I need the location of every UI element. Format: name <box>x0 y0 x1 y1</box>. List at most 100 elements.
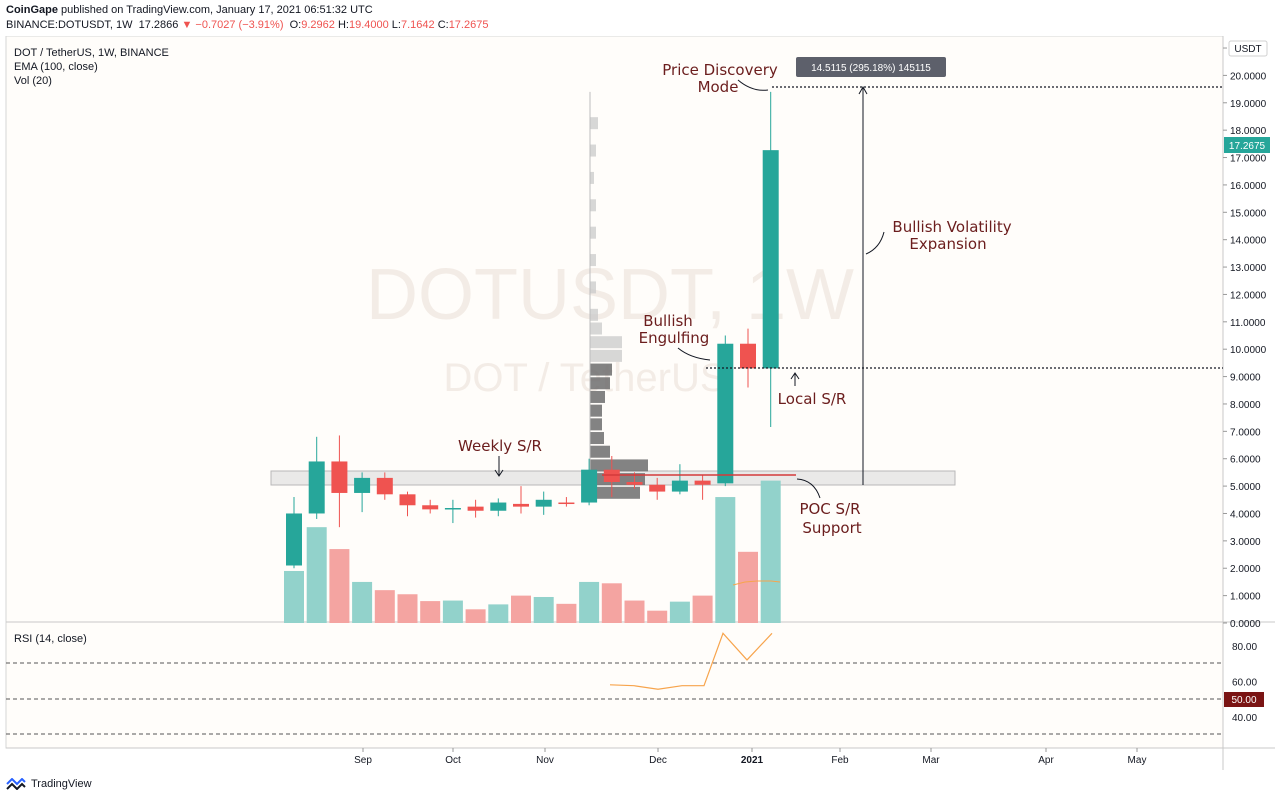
price-tick-label: 3.0000 <box>1230 537 1261 548</box>
candle-body <box>354 477 371 493</box>
ohlc-line: BINANCE:DOTUSDT, 1W 17.2866 ▼ −0.7027 (−… <box>6 19 488 31</box>
volume-bar <box>352 581 373 623</box>
rsi-line <box>609 632 773 690</box>
rsi-tick-label: 80.00 <box>1232 642 1257 653</box>
measure-label: 14.5115 (295.18%) 145115 <box>796 57 946 77</box>
volume-bar <box>284 570 304 623</box>
volume-bar <box>329 549 350 623</box>
plot-area <box>5 36 1224 749</box>
time-tick-label: Mar <box>922 755 940 766</box>
time-tick-label: May <box>1128 755 1147 766</box>
profile-bar <box>590 322 602 335</box>
tradingview-logo[interactable]: TradingView <box>6 778 92 790</box>
ann-bullish-vol-2: Expansion <box>909 235 986 253</box>
candle-body <box>671 480 688 492</box>
profile-bar <box>590 144 596 157</box>
last-price: 17.2866 <box>138 19 179 31</box>
chart-canvas[interactable]: DOTUSDT, 1W DOT / TetherUS DOT / TetherU… <box>0 36 1280 770</box>
last-price-label: 17.2675 <box>1229 141 1266 152</box>
price-tick-label: 18.0000 <box>1230 126 1267 137</box>
candle-body <box>490 502 507 511</box>
price-tick-label: 10.0000 <box>1230 345 1267 356</box>
price-tick-label: 0.0000 <box>1230 619 1261 630</box>
time-tick-label: Nov <box>536 755 554 766</box>
profile-bar <box>590 390 605 403</box>
profile-bar <box>590 226 596 239</box>
open-label: O: <box>289 19 302 31</box>
candle-body <box>558 502 575 505</box>
volume-bar <box>715 497 736 623</box>
open-value: 9.2962 <box>301 19 335 31</box>
price-tick-label: 4.0000 <box>1230 509 1261 520</box>
publisher-name: CoinGape <box>6 4 58 16</box>
watermark-symbol: DOTUSDT, 1W <box>366 255 854 335</box>
volume-bar <box>306 527 327 623</box>
volume-bar <box>692 595 713 623</box>
price-change: ▼ −0.7027 (−3.91%) <box>181 19 284 31</box>
low-value: 7.1642 <box>400 19 435 31</box>
time-tick-label: Apr <box>1038 755 1054 766</box>
volume-bar <box>533 596 554 623</box>
price-tick-label: 1.0000 <box>1230 592 1261 603</box>
price-tick-label: 20.0000 <box>1230 71 1267 82</box>
volume-bar <box>647 610 668 623</box>
price-tick-label: 11.0000 <box>1230 318 1266 329</box>
currency-badge: USDT <box>1228 40 1268 57</box>
low-label: L: <box>391 19 401 31</box>
price-axis[interactable]: 21.000020.000019.000018.000017.000016.00… <box>1223 44 1267 630</box>
candle-body <box>649 484 666 492</box>
profile-bar <box>590 445 610 458</box>
published-text: published on TradingView.com, January 17… <box>61 4 373 16</box>
rsi-tick-label: 60.00 <box>1232 677 1257 688</box>
candle-body <box>467 506 484 511</box>
profile-bar <box>590 336 622 349</box>
profile-bar <box>590 486 640 499</box>
time-axis[interactable]: Sep Oct Nov Dec 2021 Feb Mar Apr May <box>354 748 1146 766</box>
measure-arrow-icon <box>858 85 868 95</box>
candle-body <box>717 343 734 484</box>
ann-price-discovery-2: Mode <box>698 78 739 96</box>
arrow-bullish-vol-icon <box>865 231 885 255</box>
tradingview-brand: TradingView <box>31 778 92 790</box>
profile-bar <box>590 171 594 184</box>
candle-body <box>308 461 325 514</box>
volume-bar <box>738 551 758 623</box>
measure-text: 14.5115 (295.18%) 145115 <box>811 63 931 74</box>
volume-bar <box>420 601 441 623</box>
price-tick-label: 7.0000 <box>1230 427 1261 438</box>
rsi-axis[interactable]: 80.00 60.00 40.00 <box>1232 642 1257 724</box>
price-tick-label: 15.0000 <box>1230 208 1267 219</box>
price-tick-label: 14.0000 <box>1230 236 1267 247</box>
time-tick-label: 2021 <box>741 755 764 766</box>
profile-bar <box>590 281 596 294</box>
volume-bars <box>284 480 781 623</box>
volume-bar <box>760 480 781 623</box>
price-tick-label: 9.0000 <box>1230 373 1261 384</box>
profile-bar <box>590 404 602 417</box>
symbol-label: BINANCE:DOTUSDT, 1W <box>6 19 133 31</box>
ann-local-sr: Local S/R <box>778 390 847 408</box>
price-tick-label: 5.0000 <box>1230 482 1261 493</box>
legend-rsi: RSI (14, close) <box>14 633 87 645</box>
candle-body <box>422 505 439 510</box>
ann-bullish-vol-1: Bullish Volatility <box>892 218 1011 236</box>
profile-bar <box>590 199 596 212</box>
volume-bar <box>511 595 531 623</box>
rsi-tick-label: 40.00 <box>1232 713 1257 724</box>
legend-vol: Vol (20) <box>14 75 52 87</box>
candle-body <box>513 503 529 507</box>
profile-bar <box>590 418 602 431</box>
close-value: 17.2675 <box>448 19 489 31</box>
candle-body <box>762 150 779 369</box>
volume-profile <box>589 91 648 500</box>
candle-body <box>331 461 348 493</box>
publisher-line: CoinGape published on TradingView.com, J… <box>6 4 373 16</box>
ann-poc-1: POC S/R <box>799 500 860 518</box>
volume-bar <box>669 601 690 623</box>
candle-body <box>535 499 552 507</box>
volume-bar <box>465 609 486 623</box>
volume-bar <box>624 600 645 623</box>
profile-bar <box>590 363 612 376</box>
price-tick-label: 19.0000 <box>1230 99 1267 110</box>
rsi-badge-label: 50.00 <box>1231 695 1256 706</box>
